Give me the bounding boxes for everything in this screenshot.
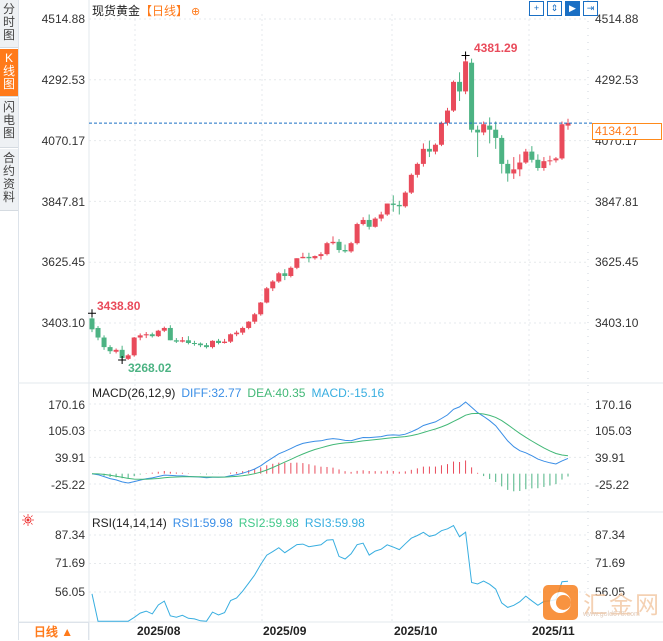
scroll-to-latest-icon[interactable]: ▶ bbox=[565, 1, 580, 16]
first-price-label: 3438.80 bbox=[97, 299, 141, 313]
y-tick-left: 4292.53 bbox=[41, 73, 85, 87]
tab-lightning[interactable]: 闪电图 bbox=[0, 98, 18, 148]
gold678-logo-icon bbox=[543, 585, 578, 620]
low-price-label: 3268.02 bbox=[128, 361, 172, 375]
rsi-y-tick: 71.69 bbox=[54, 556, 85, 570]
sidebar: 分时图 K线图 闪电图 合约资料 bbox=[0, 0, 19, 640]
high-price-label: 4381.29 bbox=[474, 41, 518, 55]
watermark-logo: 汇金网 www.gold678.com bbox=[543, 585, 661, 621]
rsi3-value: RSI3:59.98 bbox=[304, 516, 365, 530]
crosshair-icon[interactable]: + bbox=[529, 1, 544, 16]
rsi-title: RSI(14,14,14) bbox=[92, 516, 167, 530]
x-tick: 2025/11 bbox=[532, 624, 575, 638]
exit-right-icon[interactable]: ⇥ bbox=[583, 1, 598, 16]
x-tick: 2025/10 bbox=[394, 624, 438, 638]
x-tick: 2025/08 bbox=[137, 624, 181, 638]
period-selector-button[interactable]: 日线 ▲ bbox=[19, 622, 89, 640]
macd-y-tick-right: -25.22 bbox=[595, 478, 630, 492]
y-tick-right: 3403.10 bbox=[595, 316, 639, 330]
tab-kline[interactable]: K线图 bbox=[0, 49, 18, 97]
macd-y-tick: 170.16 bbox=[48, 398, 85, 412]
plus-circle-icon[interactable]: ⊕ bbox=[191, 6, 201, 18]
x-tick: 2025/09 bbox=[263, 624, 307, 638]
y-tick-right: 3625.45 bbox=[595, 255, 639, 269]
watermark-url: www.gold678.com bbox=[583, 611, 640, 618]
indicator-settings-icon[interactable] bbox=[22, 514, 34, 526]
y-tick-left: 4070.17 bbox=[41, 134, 85, 148]
macd-dea: DEA:40.35 bbox=[247, 386, 306, 400]
rsi-y-tick: 56.05 bbox=[54, 585, 85, 599]
rsi-legend: RSI(14,14,14) RSI1:59.98 RSI2:59.98 RSI3:59… bbox=[92, 516, 371, 530]
y-tick-right: 4292.53 bbox=[595, 73, 639, 87]
macd-legend: MACD(26,12,9) DIFF:32.77 DEA:40.35 MACD:-15… bbox=[92, 386, 390, 400]
rsi-y-tick-right: 87.34 bbox=[595, 528, 626, 542]
macd-y-tick-right: 39.91 bbox=[595, 451, 626, 465]
y-tick-left: 3403.10 bbox=[41, 316, 85, 330]
macd-y-tick: -25.22 bbox=[50, 478, 85, 492]
macd-diff: DIFF:32.77 bbox=[181, 386, 242, 400]
current-price-tag: 4134.21 bbox=[592, 123, 662, 140]
chart-title: 现货黄金【日线】 ⊕ bbox=[92, 2, 200, 19]
macd-title: MACD(26,12,9) bbox=[92, 386, 176, 400]
rsi-y-tick-right: 71.69 bbox=[595, 556, 626, 570]
rsi-y-tick-right: 56.05 bbox=[595, 585, 626, 599]
range-zoom-icon[interactable]: ⇕ bbox=[547, 1, 562, 16]
period-label[interactable]: 【日线】 bbox=[140, 4, 189, 18]
rsi-y-tick: 87.34 bbox=[54, 528, 85, 542]
macd-value: MACD:-15.16 bbox=[311, 386, 385, 400]
tab-time-sharing[interactable]: 分时图 bbox=[0, 0, 18, 48]
rsi1-value: RSI1:59.98 bbox=[172, 516, 233, 530]
y-tick-right: 3847.81 bbox=[595, 195, 639, 209]
tab-contract-info[interactable]: 合约资料 bbox=[0, 149, 18, 211]
watermark-text: 汇金网 bbox=[583, 592, 661, 619]
macd-y-tick-right: 105.03 bbox=[595, 424, 632, 438]
y-tick-left: 3847.81 bbox=[41, 195, 85, 209]
y-tick-left: 3625.45 bbox=[41, 255, 85, 269]
macd-y-tick-right: 170.16 bbox=[595, 398, 632, 412]
chart-toolbar: + ⇕ ▶ ⇥ bbox=[529, 1, 598, 16]
y-tick-right: 4514.88 bbox=[595, 12, 639, 26]
y-tick-left: 4514.88 bbox=[41, 12, 85, 26]
instrument-name: 现货黄金 bbox=[92, 4, 141, 18]
macd-y-tick: 39.91 bbox=[54, 451, 85, 465]
rsi2-value: RSI2:59.98 bbox=[238, 516, 299, 530]
macd-y-tick: 105.03 bbox=[48, 424, 85, 438]
